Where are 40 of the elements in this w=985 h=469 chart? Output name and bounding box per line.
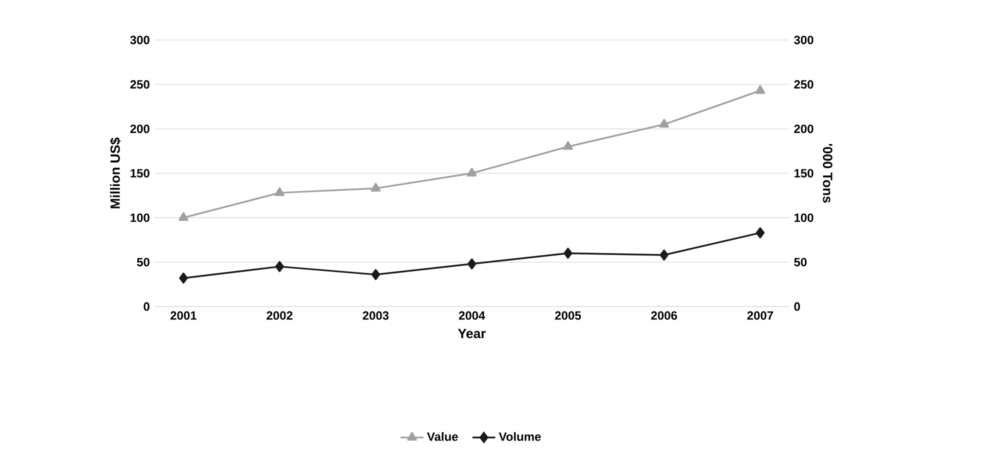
legend-label: Value xyxy=(427,432,458,441)
point xyxy=(178,212,188,221)
point xyxy=(370,182,381,192)
y2-tick-label: 300 xyxy=(794,36,814,44)
point xyxy=(274,187,284,196)
y2-axis-title: '000 Tons xyxy=(822,144,832,203)
x-tick-label: 2003 xyxy=(362,311,389,320)
y-axis-title: Million US$ xyxy=(110,137,121,208)
x-tick-label: 2002 xyxy=(266,311,292,320)
y2-tick-label: 100 xyxy=(794,213,814,222)
point xyxy=(755,85,766,94)
point xyxy=(756,227,765,238)
point xyxy=(371,268,380,280)
y-tick-label: 250 xyxy=(130,80,150,89)
y-tick-label: 300 xyxy=(130,36,150,44)
legend-label: Volume xyxy=(498,432,541,441)
x-tick-label: 2007 xyxy=(747,311,774,320)
y2-tick-label: 200 xyxy=(794,124,814,134)
y-tick-label: 50 xyxy=(136,258,150,266)
point xyxy=(179,272,188,284)
y2-tick-label: 250 xyxy=(794,80,814,89)
point xyxy=(563,140,573,150)
y-tick-label: 100 xyxy=(130,213,150,222)
x-tick-label: 2001 xyxy=(170,311,196,320)
y-tick-label: 200 xyxy=(130,124,150,134)
point xyxy=(659,118,670,128)
y-tick-label: 0 xyxy=(144,302,150,311)
y2-tick-label: 0 xyxy=(794,302,800,311)
point xyxy=(466,168,477,176)
y-tick-label: 150 xyxy=(130,168,150,178)
point xyxy=(660,249,668,260)
point xyxy=(275,260,284,272)
y2-tick-label: 50 xyxy=(794,258,807,266)
x-tick-label: 2005 xyxy=(555,311,581,320)
point xyxy=(467,258,476,270)
y2-tick-label: 150 xyxy=(794,168,814,178)
x-tick-label: 2004 xyxy=(458,311,486,320)
point xyxy=(564,248,572,259)
x-axis-title: Year xyxy=(458,328,486,338)
x-tick-label: 2006 xyxy=(651,311,677,320)
